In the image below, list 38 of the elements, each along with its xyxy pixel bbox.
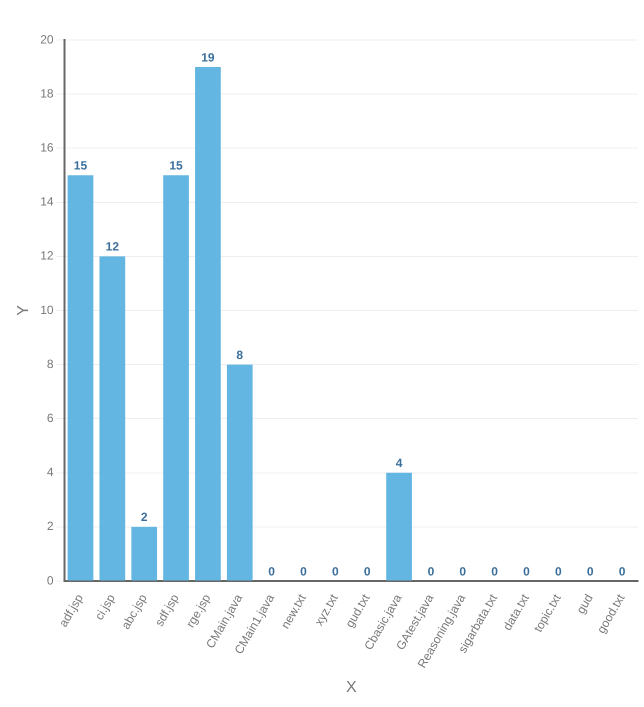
bar [386,472,412,580]
x-axis-title: X [346,678,357,696]
y-tick-label: 0 [46,573,54,588]
data-label: 0 [268,564,276,578]
y-tick-label: 12 [40,248,54,263]
bar [195,67,221,580]
y-tick-label: 20 [40,32,54,46]
y-axis-title: Y [15,304,32,316]
y-tick-label: 18 [40,86,54,100]
data-label: 0 [586,564,594,578]
bar [163,175,189,580]
data-label: 4 [396,456,403,470]
data-label: 2 [140,510,148,524]
data-label: 0 [523,564,530,578]
data-label: 8 [236,348,244,362]
y-tick-label: 8 [46,356,54,371]
data-label: 15 [74,158,88,173]
data-label: 0 [555,564,562,578]
y-tick-label: 14 [40,194,54,209]
y-tick-label: 4 [46,465,54,480]
bar [68,175,94,580]
bar [99,256,126,580]
y-tick-label: 2 [46,519,54,534]
bar [226,364,253,580]
data-label: 0 [300,564,308,578]
data-label: 0 [459,564,466,578]
y-tick-label: 6 [46,410,54,425]
data-label: 12 [106,240,120,254]
bar [131,526,158,580]
y-tick-label: 10 [40,302,54,317]
data-label: 15 [169,158,184,173]
y-tick-label: 16 [40,140,54,155]
data-label: 0 [428,564,435,578]
data-label: 19 [201,50,215,64]
data-label: 0 [364,564,371,578]
data-label: 0 [618,564,626,578]
data-label: 0 [491,564,498,578]
data-label: 0 [332,564,339,578]
